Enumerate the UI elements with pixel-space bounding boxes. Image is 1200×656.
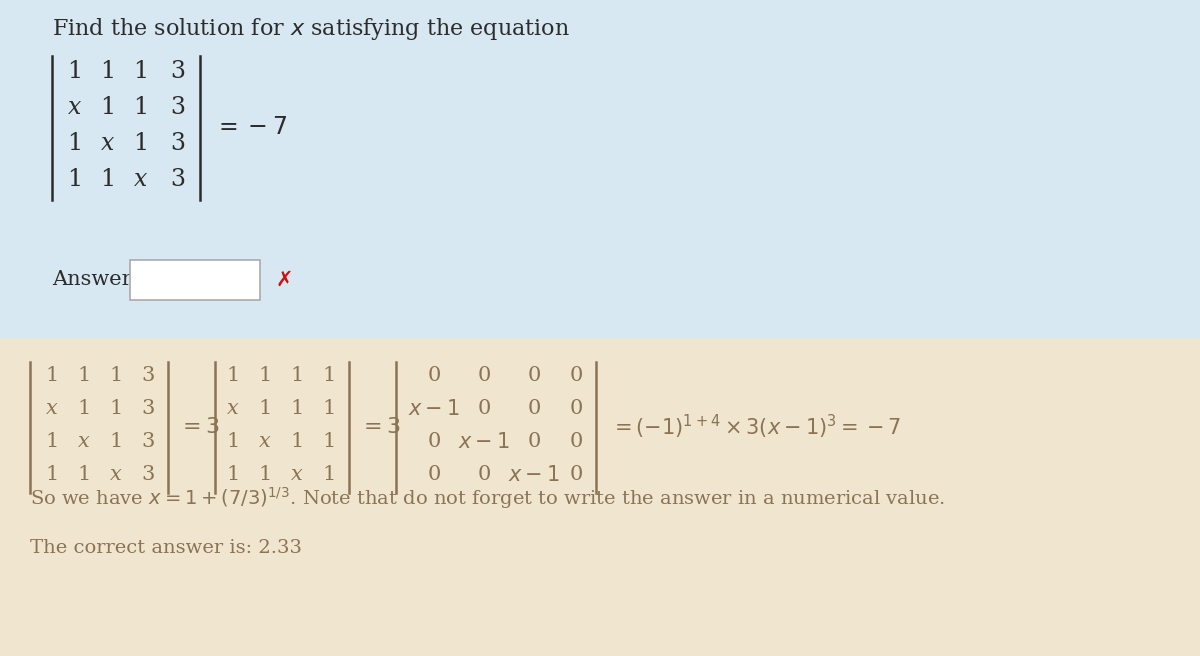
Text: Find the solution for $x$ satisfying the equation: Find the solution for $x$ satisfying the…: [52, 16, 570, 42]
Text: 1: 1: [290, 366, 304, 385]
Text: 0: 0: [527, 399, 541, 418]
Text: 1: 1: [109, 399, 122, 418]
Text: $= -7$: $= -7$: [214, 117, 287, 140]
Text: x: x: [292, 465, 302, 484]
Text: x: x: [78, 432, 90, 451]
Text: 1: 1: [133, 132, 149, 155]
Text: $x-1$: $x-1$: [408, 399, 460, 419]
Text: 1: 1: [77, 399, 91, 418]
Text: 0: 0: [427, 432, 440, 451]
Text: 0: 0: [569, 465, 583, 484]
Text: 1: 1: [227, 432, 240, 451]
Text: $= 3$: $= 3$: [178, 417, 220, 438]
Text: 1: 1: [67, 168, 83, 191]
Text: 3: 3: [142, 432, 155, 451]
Text: 1: 1: [290, 399, 304, 418]
Text: 3: 3: [170, 60, 186, 83]
Text: 0: 0: [478, 465, 491, 484]
Text: $= (-1)^{1+4} \times 3(x-1)^3 = -7$: $= (-1)^{1+4} \times 3(x-1)^3 = -7$: [610, 413, 901, 441]
Text: 3: 3: [142, 465, 155, 484]
Text: 1: 1: [227, 465, 240, 484]
Text: 1: 1: [133, 60, 149, 83]
Text: 1: 1: [67, 132, 83, 155]
Text: $x-1$: $x-1$: [458, 432, 510, 452]
Text: 1: 1: [77, 366, 91, 385]
Text: 1: 1: [77, 465, 91, 484]
Text: 0: 0: [427, 465, 440, 484]
Text: 0: 0: [478, 399, 491, 418]
Text: The correct answer is: 2.33: The correct answer is: 2.33: [30, 539, 302, 557]
Text: 1: 1: [323, 366, 336, 385]
Text: 1: 1: [323, 465, 336, 484]
Text: So we have $x = 1 + (7/3)^{1/3}$. Note that do not forget to write the answer in: So we have $x = 1 + (7/3)^{1/3}$. Note t…: [30, 485, 946, 511]
Text: 3: 3: [170, 168, 186, 191]
Text: 1: 1: [109, 432, 122, 451]
Text: 1: 1: [133, 96, 149, 119]
Text: 1: 1: [227, 366, 240, 385]
Text: 3: 3: [142, 399, 155, 418]
Text: 1: 1: [46, 465, 59, 484]
Text: $x-1$: $x-1$: [508, 465, 560, 485]
Text: ✗: ✗: [276, 270, 294, 290]
Text: 1: 1: [46, 432, 59, 451]
Text: 3: 3: [170, 96, 186, 119]
Text: x: x: [68, 96, 82, 119]
Text: 1: 1: [109, 366, 122, 385]
Text: 1: 1: [258, 366, 271, 385]
Text: 0: 0: [427, 366, 440, 385]
Text: x: x: [46, 399, 58, 418]
Text: 3: 3: [170, 132, 186, 155]
Text: 0: 0: [569, 366, 583, 385]
Text: x: x: [259, 432, 271, 451]
Text: 0: 0: [527, 366, 541, 385]
Text: 0: 0: [478, 366, 491, 385]
Text: 1: 1: [258, 399, 271, 418]
Text: 0: 0: [527, 432, 541, 451]
Text: x: x: [110, 465, 122, 484]
Text: $= 3$: $= 3$: [359, 417, 401, 438]
Text: 1: 1: [323, 432, 336, 451]
Text: 3: 3: [142, 366, 155, 385]
Bar: [0, 338, 1200, 656]
Text: 1: 1: [101, 96, 115, 119]
Bar: [130, 260, 260, 300]
Text: 1: 1: [67, 60, 83, 83]
Text: 1: 1: [290, 432, 304, 451]
Bar: [0, 0, 1200, 338]
Text: 1: 1: [258, 465, 271, 484]
Text: 1: 1: [101, 168, 115, 191]
Text: 0: 0: [569, 432, 583, 451]
Text: x: x: [101, 132, 115, 155]
Text: 1: 1: [323, 399, 336, 418]
Text: Answer:: Answer:: [52, 270, 139, 289]
Text: x: x: [227, 399, 239, 418]
Text: 0: 0: [569, 399, 583, 418]
Text: x: x: [134, 168, 148, 191]
Text: 1: 1: [46, 366, 59, 385]
Text: 1: 1: [101, 60, 115, 83]
